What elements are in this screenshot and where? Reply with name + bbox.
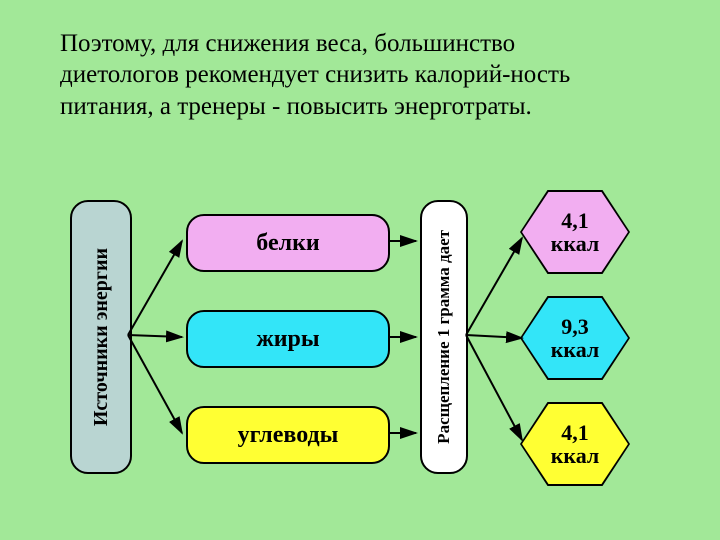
nutrient-fats: жиры bbox=[186, 310, 390, 368]
nutrient-label: белки bbox=[256, 230, 319, 257]
output-value: 9,3 bbox=[561, 314, 589, 339]
output-unit: ккал bbox=[551, 337, 600, 362]
output-unit: ккал bbox=[551, 443, 600, 468]
source-box: Источники энергии bbox=[70, 200, 132, 474]
output-hex-carbs: 4,1 ккал bbox=[520, 402, 630, 486]
nutrient-proteins: белки bbox=[186, 214, 390, 272]
output-unit: ккал bbox=[551, 231, 600, 256]
nutrient-label: жиры bbox=[256, 326, 319, 353]
mid-box: Расщепление 1 грамма дает bbox=[420, 200, 468, 474]
output-value: 4,1 bbox=[561, 420, 589, 445]
intro-text: Поэтому, для снижения веса, большинство … bbox=[60, 28, 620, 122]
source-box-label: Источники энергии bbox=[90, 248, 113, 426]
output-value: 4,1 bbox=[561, 208, 589, 233]
nutrient-label: углеводы bbox=[238, 422, 339, 449]
output-hex-proteins: 4,1 ккал bbox=[520, 190, 630, 274]
nutrient-carbs: углеводы bbox=[186, 406, 390, 464]
output-hex-fats: 9,3 ккал bbox=[520, 296, 630, 380]
mid-box-label: Расщепление 1 грамма дает bbox=[434, 230, 454, 444]
